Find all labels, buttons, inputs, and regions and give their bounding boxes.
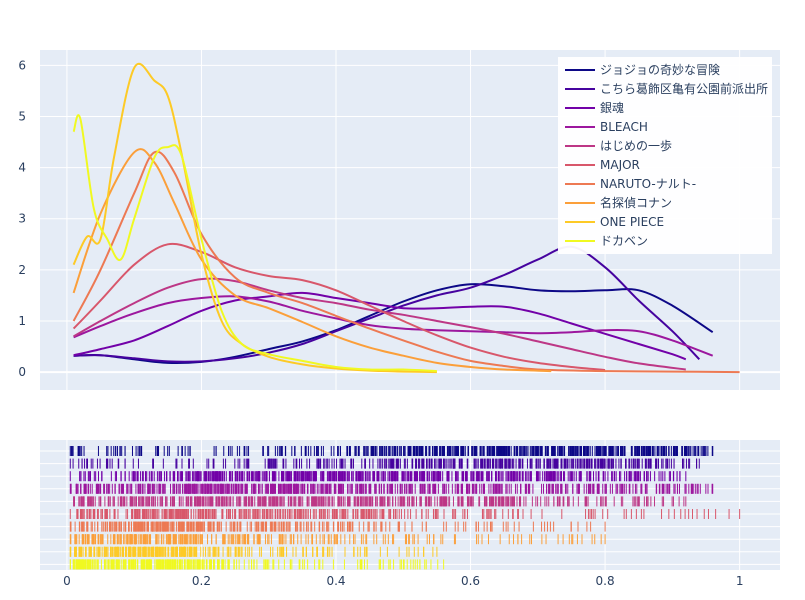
density-y-tick-label: 1 [18,314,26,328]
legend-label: BLEACH [600,120,648,134]
legend-item[interactable]: ONE PIECE [565,215,664,229]
rug-row-series-2 [69,471,687,482]
rug-x-tick-labels: 0 0.2 0.4 0.6 0.8 1 [63,574,743,588]
density-y-tick-label: 4 [18,161,26,175]
legend-item[interactable]: はじめの一歩 [565,138,672,153]
density-line-series-3 [73,295,714,357]
rug-row-series-5 [69,509,741,519]
density-line-series-8 [72,62,437,374]
rug-row-series-8 [69,546,438,557]
density-line-series-7 [72,148,552,373]
density-line-series-0 [73,283,714,365]
legend-item[interactable]: こちら葛飾区亀有公園前派出所 [565,81,768,96]
rug-row-series-1 [69,458,700,469]
density-y-tick-label: 0 [18,365,26,379]
legend-label: 名探偵コナン [600,195,672,210]
legend-label: 銀魂 [600,100,624,115]
rug-x-tick-label: 0.4 [326,574,345,588]
rug-row-series-4 [73,496,687,507]
density-y-tick-label: 5 [18,109,26,123]
legend-item[interactable]: BLEACH [565,120,648,134]
legend-item[interactable]: 銀魂 [565,100,624,115]
density-line-series-4 [73,277,686,371]
density-y-tick-label: 6 [18,58,26,72]
legend-label: こちら葛飾区亀有公園前派出所 [600,81,768,96]
legend-item[interactable]: ドカベン [565,234,648,248]
rug-row-series-0 [69,446,714,456]
legend-label: ジョジョの奇妙な冒険 [600,63,720,77]
rug-row-series-9 [69,559,445,570]
density-line-series-2 [73,291,687,361]
rug-row-series-3 [69,483,714,494]
legend-item[interactable]: NARUTO-ナルト- [565,177,696,191]
density-line-series-9 [72,114,437,373]
rug-marks [69,446,741,570]
density-lines [72,62,740,374]
legend-item[interactable]: 名探偵コナン [565,195,672,210]
rug-x-tick-label: 0.2 [192,574,211,588]
rug-x-tick-label: 0.6 [461,574,480,588]
density-y-tick-label: 2 [18,263,26,277]
legend-label: ドカベン [600,234,648,248]
density-y-tick-label: 3 [18,212,26,226]
legend-label: はじめの一歩 [600,138,672,153]
legend-label: MAJOR [600,158,640,172]
rug-x-tick-label: 0 [63,574,71,588]
rug-x-tick-label: 1 [736,574,744,588]
density-line-series-5 [72,242,606,372]
rug-plot: 0 0.2 0.4 0.6 0.8 1 [40,440,780,588]
density-y-tick-labels: 0 1 2 3 4 5 6 [18,58,26,379]
rug-row-series-7 [69,534,606,545]
rug-x-tick-label: 0.8 [596,574,615,588]
legend-item[interactable]: MAJOR [565,158,640,172]
rug-row-series-6 [69,521,606,532]
legend-item[interactable]: ジョジョの奇妙な冒険 [565,63,720,77]
legend-label: ONE PIECE [600,215,664,229]
legend-label: NARUTO-ナルト- [600,177,696,191]
density-line-series-6 [72,150,740,374]
